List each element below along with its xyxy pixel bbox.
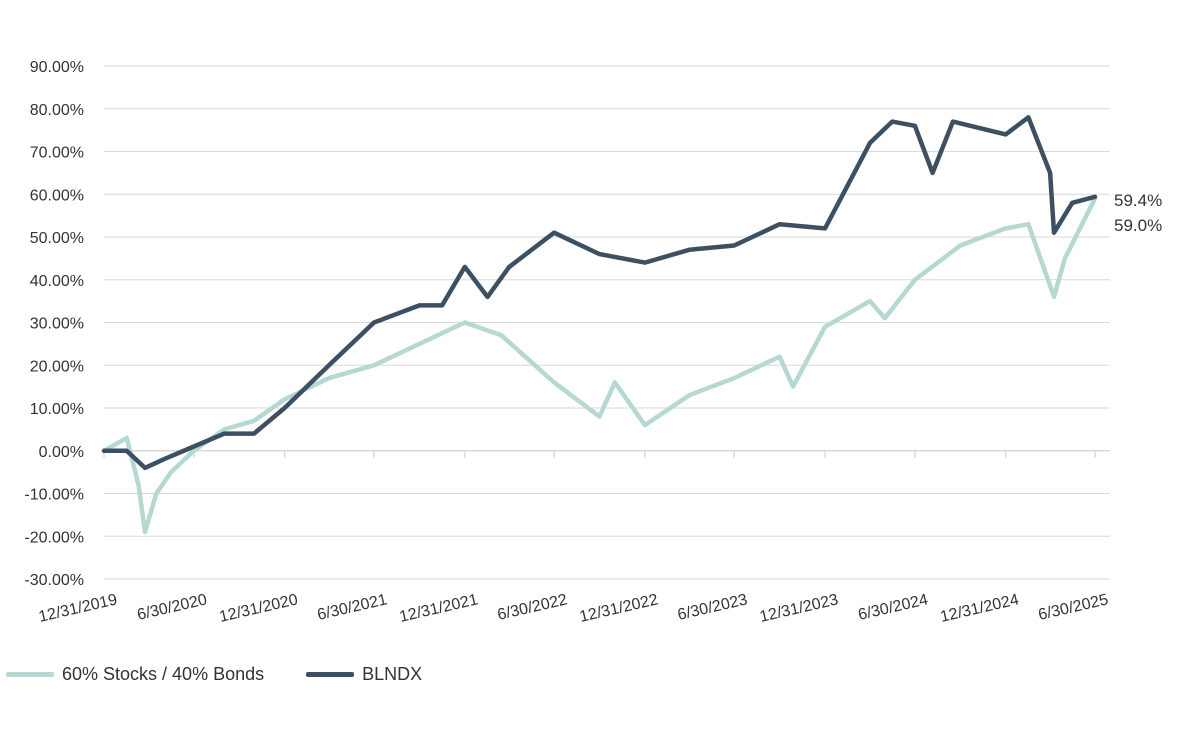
series-lines [101,115,1098,535]
legend-swatch-60-40 [6,672,54,677]
x-tick-label: 6/30/2024 [857,591,930,624]
y-tick-label: -10.00% [24,487,84,504]
legend-item-60-40: 60% Stocks / 40% Bonds [6,664,264,685]
x-tick-label: 6/30/2025 [1037,591,1110,624]
y-tick-label: -30.00% [24,572,84,589]
y-tick-label: 90.00% [30,59,84,76]
y-tick-label: 80.00% [30,102,84,119]
tick-labels: 90.00% 80.00% 70.00% 60.00% 50.00% 40.00% 30.0… [24,59,1162,626]
x-tick-label: 12/31/2022 [578,591,660,626]
series-line-blndx [101,115,1098,471]
x-tick-label: 6/30/2023 [676,591,749,624]
y-tick-label: -20.00% [24,529,84,546]
y-tick-label: 0.00% [39,444,84,461]
x-tick-label: 12/31/2023 [758,591,840,626]
y-tick-label: 40.00% [30,273,84,290]
axes [103,450,1110,458]
y-tick-label: 70.00% [30,145,84,162]
y-tick-label: 60.00% [30,187,84,204]
y-tick-label: 50.00% [30,230,84,247]
legend-item-blndx: BLNDX [306,664,422,685]
legend-swatch-blndx [306,672,355,677]
end-label-blndx: 59.4% [1114,191,1162,210]
y-tick-label: 10.00% [30,401,84,418]
series-line-60-40 [101,196,1098,535]
y-tick-label: 20.00% [30,358,84,375]
gridlines [104,65,1110,580]
x-tick-label: 6/30/2020 [136,591,209,624]
x-tick-label: 6/30/2022 [496,591,569,624]
x-tick-label: 12/31/2020 [218,591,300,626]
x-tick-label: 12/31/2019 [37,591,119,626]
x-tick-label: 12/31/2021 [398,591,480,626]
x-tick-label: 12/31/2024 [939,591,1021,626]
x-tick-label: 6/30/2021 [316,591,389,624]
legend-label-60-40: 60% Stocks / 40% Bonds [62,664,265,684]
y-tick-label: 30.00% [30,316,84,333]
legend: 60% Stocks / 40% Bonds BLNDX [6,664,464,685]
end-label-60-40: 59.0% [1114,216,1162,235]
legend-label-blndx: BLNDX [362,664,423,684]
